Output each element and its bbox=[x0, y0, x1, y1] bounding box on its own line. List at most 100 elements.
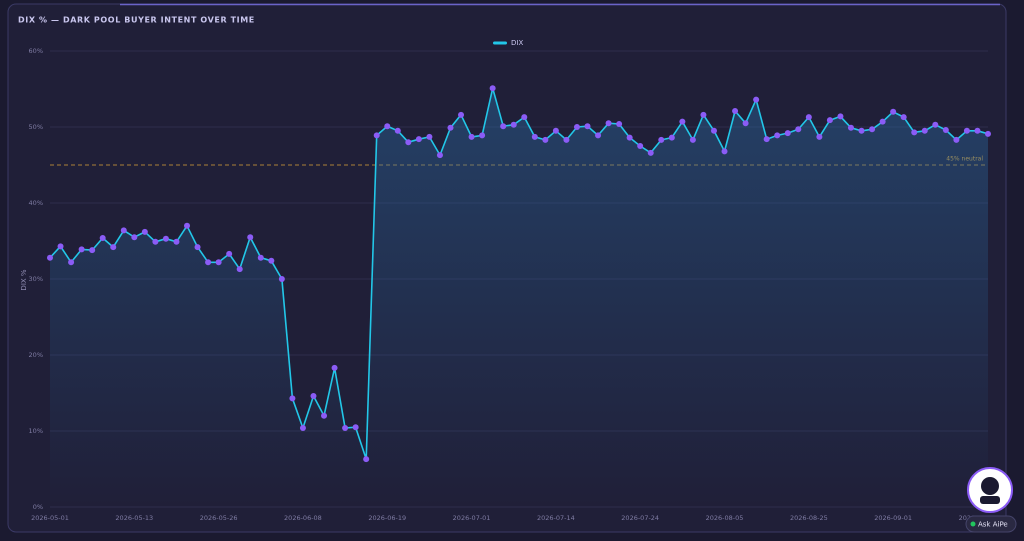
y-tick-label: 30% bbox=[29, 275, 43, 283]
point bbox=[68, 259, 75, 266]
point bbox=[47, 254, 53, 261]
y-tick-label: 20% bbox=[29, 351, 43, 359]
point bbox=[226, 250, 233, 257]
point bbox=[521, 114, 528, 121]
point bbox=[415, 136, 422, 143]
point bbox=[552, 127, 559, 134]
point bbox=[595, 132, 602, 139]
point bbox=[299, 424, 306, 431]
point bbox=[152, 238, 159, 245]
point bbox=[363, 456, 370, 463]
point bbox=[700, 111, 707, 118]
point bbox=[205, 259, 212, 266]
legend-label: DIX bbox=[511, 39, 523, 47]
x-tick-label: 2026-06-08 bbox=[284, 514, 322, 522]
y-axis-title: DIX % bbox=[20, 269, 28, 290]
point bbox=[289, 395, 296, 402]
point bbox=[236, 266, 243, 273]
point bbox=[99, 234, 106, 241]
point bbox=[774, 132, 781, 139]
point bbox=[162, 235, 169, 242]
x-tick-label: 2026-05-26 bbox=[200, 514, 238, 522]
ask-button[interactable]: Ask AiPe bbox=[965, 515, 1017, 533]
point bbox=[436, 152, 443, 159]
point bbox=[394, 127, 401, 134]
x-tick-label: 2026-05-01 bbox=[31, 514, 69, 522]
point bbox=[826, 117, 833, 124]
point bbox=[573, 124, 580, 130]
point bbox=[141, 228, 148, 235]
point bbox=[89, 247, 96, 254]
point bbox=[742, 120, 749, 127]
point bbox=[658, 136, 665, 143]
point bbox=[500, 123, 507, 130]
point bbox=[352, 424, 359, 431]
point bbox=[542, 136, 549, 143]
point bbox=[384, 123, 391, 130]
point bbox=[278, 276, 285, 282]
plot: 0% 10% 20% 30% 40% 50% 60% 2026-05-01 2026-05-13… bbox=[29, 39, 997, 522]
point bbox=[900, 114, 907, 121]
avatar-face bbox=[981, 477, 999, 495]
status-dot bbox=[970, 521, 976, 527]
point bbox=[953, 136, 960, 143]
legend-swatch bbox=[493, 41, 507, 45]
point bbox=[911, 129, 918, 136]
area bbox=[50, 88, 988, 507]
point bbox=[942, 127, 949, 134]
chart-title: DIX % — DARK POOL BUYER INTENT OVER TIME bbox=[18, 16, 255, 25]
point bbox=[510, 121, 517, 128]
point bbox=[426, 133, 433, 140]
point bbox=[458, 111, 465, 118]
x-tick-label: 2026-07-24 bbox=[621, 514, 659, 522]
x-tick-label: 2026-08-05 bbox=[706, 514, 744, 522]
x-tick-label: 2026-05-13 bbox=[115, 514, 153, 522]
point bbox=[563, 136, 570, 143]
point bbox=[173, 238, 180, 245]
point bbox=[120, 227, 127, 234]
button-bg[interactable] bbox=[965, 515, 1017, 533]
point bbox=[847, 124, 854, 131]
point bbox=[721, 148, 728, 155]
point bbox=[616, 120, 623, 127]
point bbox=[647, 149, 654, 156]
avatar[interactable] bbox=[967, 467, 1013, 513]
point bbox=[668, 134, 675, 141]
point bbox=[194, 244, 201, 251]
point bbox=[710, 127, 717, 134]
point bbox=[342, 424, 349, 431]
point bbox=[858, 127, 865, 134]
point bbox=[57, 243, 64, 250]
y-tick-label: 10% bbox=[29, 427, 43, 435]
x-tick-label: 2026-07-14 bbox=[537, 514, 575, 522]
button-label[interactable]: Ask AiPe bbox=[978, 521, 1008, 529]
point bbox=[879, 118, 886, 125]
point bbox=[468, 133, 475, 140]
x-tick-label: 2026-07-01 bbox=[453, 514, 491, 522]
point bbox=[869, 126, 876, 133]
point bbox=[584, 123, 591, 130]
point bbox=[215, 259, 222, 266]
point bbox=[605, 120, 612, 127]
y-tick-label: 50% bbox=[29, 123, 43, 131]
point bbox=[837, 113, 844, 120]
point bbox=[131, 234, 138, 241]
point bbox=[331, 364, 338, 371]
x-tick-label: 2026-06-19 bbox=[368, 514, 406, 522]
point bbox=[795, 126, 802, 133]
point bbox=[932, 121, 939, 128]
point bbox=[321, 412, 328, 419]
point bbox=[310, 393, 317, 400]
y-tick-label: 40% bbox=[29, 199, 43, 207]
y-tick-label: 0% bbox=[33, 503, 43, 511]
point bbox=[184, 222, 191, 229]
point bbox=[689, 136, 696, 143]
point bbox=[921, 127, 928, 134]
point bbox=[974, 127, 981, 134]
point bbox=[784, 130, 791, 137]
point bbox=[679, 118, 686, 125]
avatar-body bbox=[980, 496, 1000, 504]
point bbox=[247, 234, 254, 241]
point bbox=[963, 127, 970, 134]
